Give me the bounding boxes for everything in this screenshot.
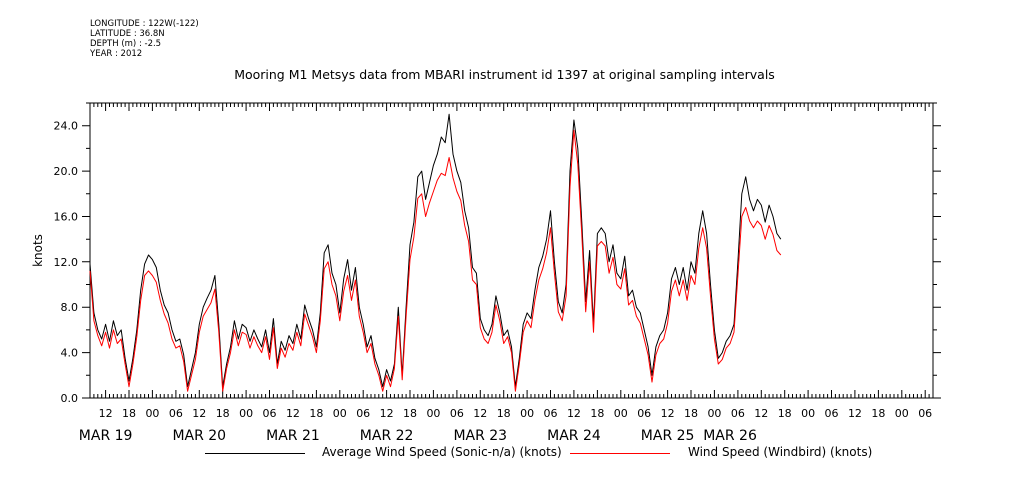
- legend-line-windbird: [570, 453, 670, 454]
- x-day-label: MAR 26: [703, 428, 757, 444]
- y-tick-label: 20.0: [54, 165, 79, 178]
- x-day-label: MAR 19: [79, 428, 133, 444]
- x-axis: 12 18 00 06 12 18 00 06 12 18 00 06 12 18 00 06 12 18 00 06…: [79, 407, 932, 444]
- plot-frame: [89, 102, 934, 399]
- series-line-sonic: [89, 113, 782, 388]
- x-tick-label: 12: [380, 407, 394, 420]
- x-tick-label: 18: [309, 407, 323, 420]
- legend-label-windbird: Wind Speed (Windbird) (knots): [688, 445, 873, 459]
- series-layer: [89, 113, 782, 392]
- x-tick-label: 00: [239, 407, 253, 420]
- chart-title: Mooring M1 Metsys data from MBARI instru…: [234, 67, 775, 82]
- x-tick-label: 06: [450, 407, 464, 420]
- legend-line-sonic: [205, 453, 305, 454]
- y-tick-marks: [82, 102, 941, 399]
- x-tick-label: 12: [286, 407, 300, 420]
- x-tick-label: 12: [192, 407, 206, 420]
- y-tick-label: 12.0: [54, 256, 79, 269]
- meta-longitude: LONGITUDE : 122W(-122): [90, 19, 199, 29]
- metadata-block: LONGITUDE : 122W(-122) LATITUDE : 36.8N …: [90, 19, 199, 59]
- y-axis: 0.0 4.0 8.0 12.0 16.0 20.0 24.0 knots: [31, 102, 941, 405]
- legend-label-sonic: Average Wind Speed (Sonic-n/a) (knots): [322, 445, 562, 459]
- x-day-label: MAR 25: [641, 428, 695, 444]
- x-tick-label: 06: [356, 407, 370, 420]
- x-tick-label: 00: [614, 407, 628, 420]
- y-tick-label: 0.0: [61, 392, 79, 405]
- x-day-label: MAR 20: [172, 428, 226, 444]
- x-tick-label: 18: [216, 407, 230, 420]
- x-tick-label: 00: [707, 407, 721, 420]
- x-tick-label: 12: [754, 407, 768, 420]
- x-day-label: MAR 24: [547, 428, 601, 444]
- x-tick-label: 06: [731, 407, 745, 420]
- meta-year: YEAR : 2012: [90, 49, 143, 59]
- y-tick-label: 24.0: [54, 120, 79, 133]
- meta-latitude: LATITUDE : 36.8N: [90, 29, 165, 39]
- x-tick-label: 00: [520, 407, 534, 420]
- x-tick-label: 00: [801, 407, 815, 420]
- x-tick-marks: [89, 103, 934, 398]
- x-tick-label: 06: [544, 407, 558, 420]
- x-tick-label: 12: [473, 407, 487, 420]
- x-day-label: MAR 21: [266, 428, 320, 444]
- x-tick-label: 06: [169, 407, 183, 420]
- x-tick-label: 18: [497, 407, 511, 420]
- x-day-label: MAR 23: [453, 428, 507, 444]
- x-tick-label: 00: [426, 407, 440, 420]
- y-tick-label: 16.0: [54, 210, 79, 223]
- x-tick-label: 06: [825, 407, 839, 420]
- x-tick-label: 06: [918, 407, 932, 420]
- x-tick-label: 12: [661, 407, 675, 420]
- y-tick-label: 4.0: [61, 347, 79, 360]
- x-tick-label: 18: [122, 407, 136, 420]
- y-axis-label: knots: [31, 234, 45, 267]
- x-day-label: MAR 22: [360, 428, 414, 444]
- x-tick-label: 00: [895, 407, 909, 420]
- x-tick-label: 12: [99, 407, 113, 420]
- x-tick-label: 00: [145, 407, 159, 420]
- legend: Average Wind Speed (Sonic-n/a) (knots) W…: [0, 443, 1009, 465]
- y-tick-label: 8.0: [61, 301, 79, 314]
- x-tick-label: 06: [263, 407, 277, 420]
- series-line-windbird: [89, 129, 782, 392]
- x-tick-label: 06: [637, 407, 651, 420]
- x-tick-label: 18: [590, 407, 604, 420]
- x-tick-label: 00: [333, 407, 347, 420]
- x-tick-label: 12: [848, 407, 862, 420]
- x-tick-label: 18: [778, 407, 792, 420]
- meta-depth: DEPTH (m) : -2.5: [90, 39, 162, 49]
- x-tick-label: 18: [871, 407, 885, 420]
- x-tick-label: 18: [403, 407, 417, 420]
- x-tick-label: 12: [567, 407, 581, 420]
- x-tick-label: 18: [684, 407, 698, 420]
